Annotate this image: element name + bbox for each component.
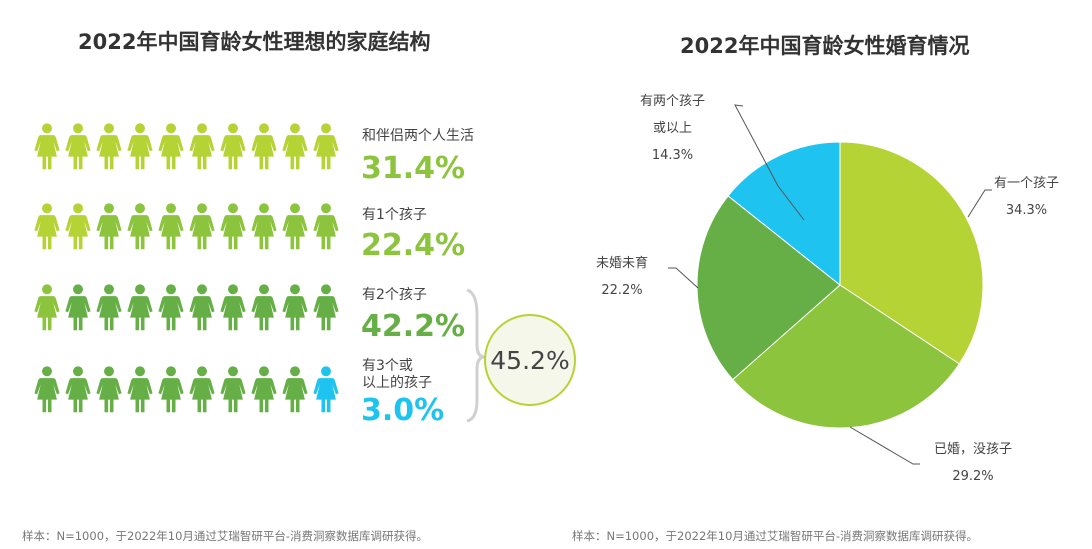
woman-icon <box>127 366 153 413</box>
woman-icon <box>65 203 91 250</box>
pie-label-unmarried: 未婚未育 22.2% <box>596 250 648 304</box>
leader-line <box>777 185 805 221</box>
row-label: 和伴侣两个人生活 <box>362 128 474 144</box>
leader-line <box>967 189 992 218</box>
woman-icon <box>251 203 277 250</box>
woman-icon <box>220 366 246 413</box>
woman-icon <box>313 123 339 170</box>
combined-percentage: 45.2% <box>484 314 576 406</box>
woman-icon <box>158 203 184 250</box>
left-title: 2022年中国育龄女性理想的家庭结构 <box>78 30 431 54</box>
right-source-note: 样本：N=1000，于2022年10月通过艾瑞智研平台-消费洞察数据库调研获得。 <box>572 529 979 543</box>
woman-icon <box>96 203 122 250</box>
row-percentage: 22.4% <box>361 228 466 263</box>
woman-icon <box>158 284 184 331</box>
woman-icon <box>251 366 277 413</box>
woman-icon <box>65 366 91 413</box>
woman-icon <box>313 284 339 331</box>
woman-icon <box>251 284 277 331</box>
pie-label-value: 14.3% <box>651 148 694 163</box>
pie-label-text: 已婚，没孩子 <box>934 442 1013 457</box>
woman-icon <box>189 203 215 250</box>
woman-icon <box>282 203 308 250</box>
pie-slice <box>732 284 960 429</box>
leader-line <box>734 104 779 187</box>
woman-icon <box>220 123 246 170</box>
woman-icon <box>189 123 215 170</box>
pie-label-married-no-child: 已婚，没孩子 29.2% <box>934 436 1012 490</box>
woman-icon <box>127 284 153 331</box>
pie-label-text: 有一个孩子 <box>994 176 1060 191</box>
woman-icon <box>220 284 246 331</box>
row-percentage: 3.0% <box>361 393 445 428</box>
pie-label-text: 或以上 <box>653 121 693 136</box>
woman-icon <box>158 123 184 170</box>
woman-icon <box>251 123 277 170</box>
row-label: 有1个孩子 <box>362 207 427 223</box>
woman-icon <box>34 203 60 250</box>
woman-icon <box>189 366 215 413</box>
bracket <box>466 288 485 423</box>
woman-icon <box>127 203 153 250</box>
woman-icon <box>313 203 339 250</box>
right-title: 2022年中国育龄女性婚育情况 <box>680 34 970 58</box>
pie-label-text: 有两个孩子 <box>640 94 706 109</box>
woman-icon <box>282 366 308 413</box>
row-label: 有2个孩子 <box>362 287 427 303</box>
pie-label-one-child: 有一个孩子 34.3% <box>994 170 1059 224</box>
pie-label-two-plus: 有两个孩子 或以上 14.3% <box>640 88 705 169</box>
pie-label-value: 22.2% <box>601 283 643 298</box>
pie-chart <box>668 104 992 465</box>
row-percentage: 42.2% <box>361 309 466 344</box>
woman-icon <box>34 123 60 170</box>
woman-icon <box>34 284 60 331</box>
woman-icon <box>96 284 122 331</box>
woman-icon <box>65 284 91 331</box>
pie-label-value: 29.2% <box>952 469 994 484</box>
row-label: 有3个或 以上的孩子 <box>362 358 432 391</box>
woman-icon <box>96 366 122 413</box>
leader-line <box>668 267 699 289</box>
woman-icon <box>158 366 184 413</box>
pie-slice <box>696 195 841 381</box>
woman-icon <box>220 203 246 250</box>
woman-icon <box>65 123 91 170</box>
left-source-note: 样本：N=1000，于2022年10月通过艾瑞智研平台-消费洞察数据库调研获得。 <box>22 529 429 543</box>
pie-label-value: 34.3% <box>1005 203 1048 218</box>
woman-icon <box>127 123 153 170</box>
woman-icon <box>34 366 60 413</box>
woman-icon <box>189 284 215 331</box>
pie-label-text: 未婚未育 <box>596 256 649 271</box>
woman-icon <box>96 123 122 170</box>
woman-icon <box>282 284 308 331</box>
pie-slice <box>727 141 841 287</box>
woman-icon <box>282 123 308 170</box>
woman-icon <box>313 366 339 413</box>
leader-line <box>849 426 920 465</box>
row-percentage: 31.4% <box>361 151 466 186</box>
